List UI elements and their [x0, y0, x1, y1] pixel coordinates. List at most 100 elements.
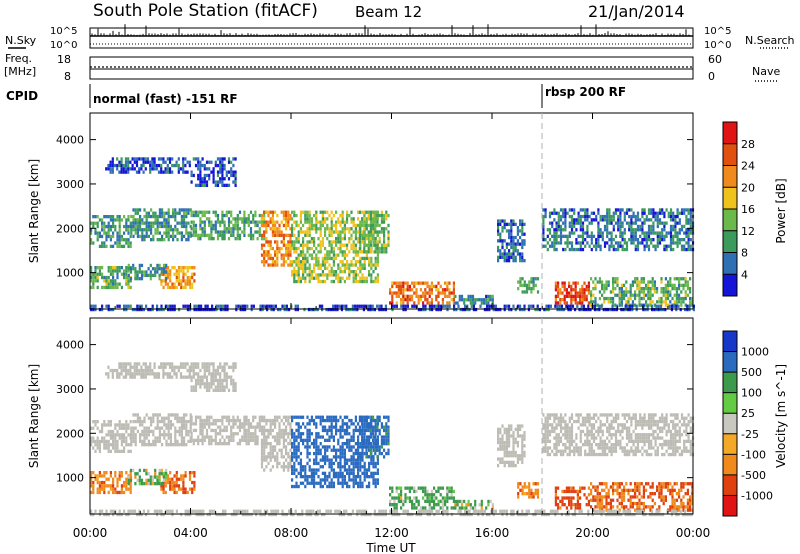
data-cell [492, 304, 495, 308]
data-cell [274, 415, 277, 419]
data-cell [112, 477, 115, 481]
data-cell [145, 218, 148, 222]
data-cell [287, 468, 290, 472]
data-cell [367, 237, 370, 241]
data-cell [107, 420, 110, 424]
data-cell [164, 266, 167, 270]
data-cell [354, 227, 357, 231]
data-cell [547, 304, 550, 308]
data-cell [625, 247, 629, 252]
data-cell [651, 277, 654, 281]
data-cell [116, 215, 119, 219]
data-cell [356, 307, 359, 312]
data-cell [626, 304, 629, 308]
data-cell [120, 167, 123, 171]
data-cell [652, 221, 655, 225]
data-cell [661, 221, 664, 225]
data-cell [143, 228, 146, 232]
data-cell [107, 167, 110, 171]
data-cell [391, 307, 394, 312]
data-cell [352, 220, 355, 224]
data-cell [634, 290, 637, 294]
data-cell [343, 451, 346, 456]
data-cell [521, 277, 524, 281]
data-cell [165, 218, 168, 222]
data-cell [152, 234, 155, 238]
data-cell [166, 275, 170, 280]
data-cell [683, 231, 686, 235]
data-cell [282, 210, 285, 214]
data-cell [374, 237, 377, 241]
data-cell [158, 277, 161, 281]
data-cell [614, 208, 618, 212]
data-cell [669, 218, 673, 222]
data-cell [321, 455, 324, 459]
data-cell [149, 170, 152, 174]
data-cell [597, 221, 600, 225]
data-cell [208, 368, 211, 373]
data-cell [184, 170, 187, 174]
data-cell [383, 233, 386, 237]
data-cell [623, 228, 626, 232]
data-cell [263, 425, 266, 429]
data-cell [130, 231, 133, 235]
data-cell [330, 422, 333, 426]
data-cell [172, 423, 175, 427]
data-cell [278, 415, 281, 419]
data-cell [221, 233, 224, 237]
data-cell [324, 253, 327, 257]
data-cell [140, 263, 144, 268]
data-cell [161, 224, 164, 229]
data-cell [267, 432, 270, 436]
data-cell [272, 304, 275, 308]
data-cell [354, 230, 357, 234]
data-cell [123, 439, 126, 444]
data-cell [297, 276, 300, 280]
data-cell [142, 157, 145, 161]
data-cell [294, 307, 297, 312]
data-cell [585, 288, 588, 292]
data-cell [310, 246, 313, 251]
data-cell [123, 275, 126, 280]
data-cell [167, 238, 170, 242]
data-cell [169, 269, 172, 273]
data-cell [192, 368, 195, 373]
data-cell [190, 220, 193, 224]
data-cell [212, 210, 215, 214]
data-cell [326, 418, 329, 423]
data-cell [676, 241, 679, 245]
data-cell [359, 250, 362, 254]
data-cell [663, 238, 666, 242]
data-cell [359, 230, 362, 234]
data-cell [335, 230, 338, 234]
data-cell [385, 217, 388, 221]
data-cell [341, 418, 344, 423]
data-cell [319, 266, 322, 270]
data-cell [634, 247, 637, 252]
data-cell [201, 213, 204, 218]
data-cell [625, 244, 629, 248]
data-cell [167, 208, 170, 212]
data-cell [136, 277, 139, 281]
data-cell [174, 228, 177, 232]
data-cell [280, 230, 283, 234]
data-cell [101, 307, 104, 312]
data-cell [149, 167, 152, 171]
data-cell [118, 163, 121, 168]
data-cell [203, 223, 206, 228]
data-cell [328, 250, 331, 254]
data-cell [114, 426, 117, 430]
data-cell [306, 481, 309, 485]
data-cell [374, 260, 377, 264]
data-cell [180, 218, 183, 222]
data-cell [640, 296, 643, 301]
data-cell [133, 368, 136, 373]
data-cell [230, 438, 233, 442]
data-cell [158, 439, 161, 443]
data-cell [120, 362, 123, 366]
data-cell [295, 213, 298, 218]
data-cell [439, 307, 442, 312]
data-cell [629, 307, 632, 312]
data-cell [205, 428, 209, 433]
data-cell [368, 270, 371, 274]
